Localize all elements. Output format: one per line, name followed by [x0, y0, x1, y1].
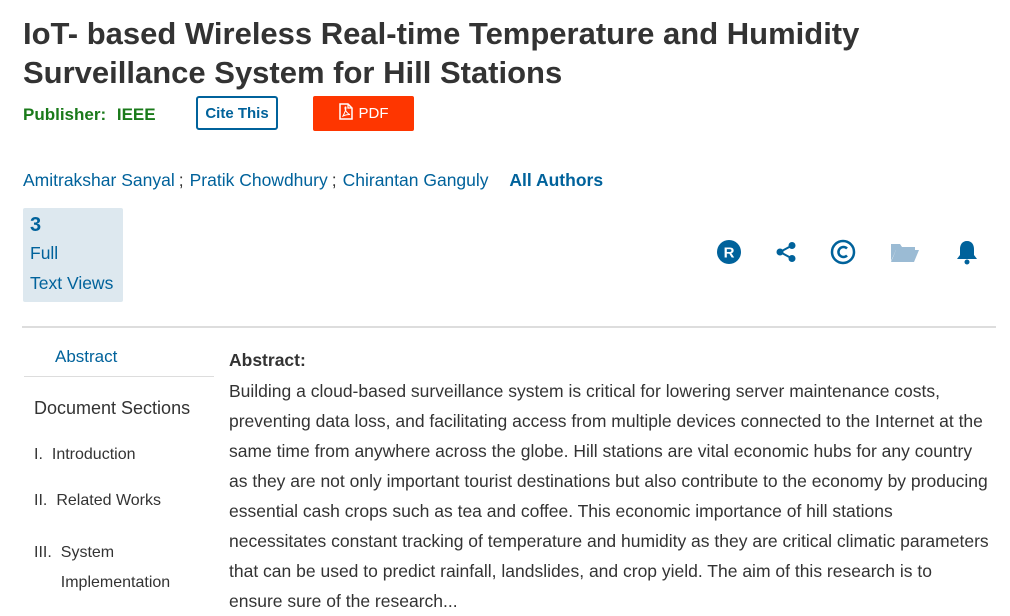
publisher-label: Publisher: — [23, 105, 107, 124]
sidenav-section-related-works[interactable]: II. Related Works — [24, 492, 214, 510]
header-divider — [22, 326, 996, 328]
views-count: 3 — [30, 214, 42, 236]
pdf-icon — [338, 103, 353, 124]
svg-text:R: R — [724, 245, 735, 262]
publisher: Publisher: IEEE — [23, 105, 156, 125]
section-title: System Implementation — [60, 544, 171, 591]
sidenav-section-system-implementation[interactable]: III. System Implementation — [24, 538, 214, 598]
document-sidenav: Abstract Document Sections I. Introducti… — [24, 338, 214, 598]
views-label-line1: Full — [30, 243, 59, 263]
bell-icon[interactable] — [951, 236, 983, 268]
pdf-label: PDF — [358, 105, 389, 122]
abstract-section: Abstract: Building a cloud-based surveil… — [229, 346, 989, 616]
section-title: Related Works — [56, 492, 161, 509]
share-icon[interactable] — [770, 236, 802, 268]
author-separator: ; — [178, 170, 184, 190]
author-link[interactable]: Amitrakshar Sanyal — [23, 170, 175, 190]
sidenav-abstract-link[interactable]: Abstract — [24, 338, 214, 377]
author-separator: ; — [331, 170, 337, 190]
article-title: IoT- based Wireless Real-time Temperatur… — [23, 16, 860, 90]
section-number: III. — [34, 544, 52, 561]
pdf-button[interactable]: PDF — [313, 96, 414, 131]
copyright-icon[interactable] — [827, 236, 859, 268]
publisher-name: IEEE — [116, 105, 156, 124]
abstract-text: Building a cloud-based surveillance syst… — [229, 381, 989, 611]
abstract-heading: Abstract: — [229, 350, 306, 370]
all-authors-link[interactable]: All Authors — [509, 170, 604, 190]
author-list: Amitrakshar Sanyal; Pratik Chowdhury; Chir… — [23, 170, 603, 191]
author-link[interactable]: Pratik Chowdhury — [189, 170, 328, 190]
section-number: II. — [34, 492, 48, 509]
article-actions: R — [712, 236, 987, 268]
views-label-line2: Text Views — [30, 273, 114, 293]
document-sections-heading: Document Sections — [34, 398, 191, 418]
cite-this-button[interactable]: Cite This — [196, 96, 278, 130]
rights-icon[interactable]: R — [713, 236, 745, 268]
author-link[interactable]: Chirantan Ganguly — [342, 170, 489, 190]
sidenav-section-introduction[interactable]: I. Introduction — [24, 446, 214, 464]
section-title: Introduction — [51, 446, 136, 463]
folder-icon[interactable] — [889, 236, 921, 268]
full-text-views-metric[interactable]: 3 Full Text Views — [23, 208, 123, 302]
section-number: I. — [34, 446, 43, 463]
